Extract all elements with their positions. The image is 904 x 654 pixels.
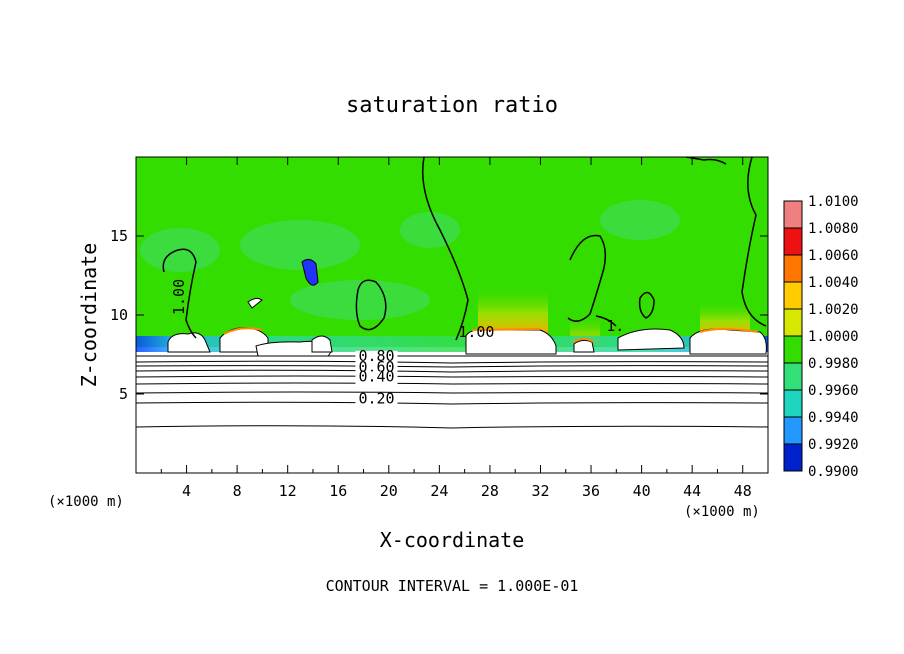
contour-lines-low — [136, 355, 768, 429]
colorbar-swatch — [784, 363, 802, 390]
colorbar-label: 0.9920 — [808, 437, 859, 453]
y-tick-label: 15 — [110, 227, 128, 245]
x-axis: 4 8 12 16 20 24 28 32 36 40 44 48 — [160, 157, 752, 500]
colorbar-label: 0.9980 — [808, 356, 859, 372]
cloud-rims — [223, 327, 759, 343]
contour-label: 0.80 — [358, 347, 394, 365]
contour-label: 1. — [606, 317, 624, 335]
x-tick-label: 48 — [734, 482, 752, 500]
colorbar-swatch — [784, 336, 802, 363]
x-units-right: (×1000 m) — [684, 504, 760, 520]
contour-labels: 1.001.00 1.0.800.600.400.20 — [170, 279, 624, 408]
y-tick-label: 5 — [119, 385, 128, 403]
colorbar-label: 0.9900 — [808, 464, 859, 480]
colorbar-swatch — [784, 390, 802, 417]
contour-label: 0.40 — [358, 367, 394, 385]
colorbar-label: 0.9940 — [808, 410, 859, 426]
y-axis-label: Z-coordinate — [77, 243, 101, 388]
contour-label-bg — [355, 350, 398, 364]
x-tick-label: 36 — [582, 482, 600, 500]
x-tick-label: 24 — [430, 482, 448, 500]
x-tick-label: 4 — [182, 482, 191, 500]
contour-label: 0.20 — [358, 389, 394, 407]
colorbar-swatch — [784, 282, 802, 309]
x-tick-label: 40 — [633, 482, 651, 500]
colorbar-swatch — [784, 228, 802, 255]
cloud-blobs — [167, 327, 767, 357]
contour-label-bg — [355, 393, 398, 407]
colorbar-swatch — [784, 444, 802, 471]
contour-interval-note: CONTOUR INTERVAL = 1.000E-01 — [326, 577, 579, 595]
x-tick-label: 32 — [531, 482, 549, 500]
warm-plumes — [478, 285, 750, 345]
chart-title: saturation ratio — [346, 93, 558, 118]
x-tick-label: 20 — [380, 482, 398, 500]
colorbar-label: 1.0060 — [808, 248, 859, 264]
plot-area: 1.001.00 1.0.800.600.400.20 — [136, 157, 768, 473]
x-tick-label: 8 — [233, 482, 242, 500]
colorbar-label: 0.9960 — [808, 383, 859, 399]
x-tick-label: 12 — [279, 482, 297, 500]
colorbar-swatch — [784, 417, 802, 444]
colorbar-label: 1.0040 — [808, 275, 859, 291]
colorbar-label: 1.0000 — [808, 329, 859, 345]
contour-label: 1.00 — [170, 279, 188, 315]
x-tick-label: 44 — [683, 482, 701, 500]
contour-label: 1.00 — [458, 323, 494, 341]
colorbar: 1.0100 1.0080 1.0060 1.0040 1.0020 1.0000 0.99… — [783, 194, 859, 480]
white-patch — [247, 297, 263, 309]
y-tick-label: 10 — [110, 306, 128, 324]
x-axis-label: X-coordinate — [380, 528, 525, 552]
colorbar-swatch — [784, 309, 802, 336]
x-tick-label: 28 — [481, 482, 499, 500]
colorbar-label: 1.0080 — [808, 221, 859, 237]
colorbar-swatch — [784, 201, 802, 228]
subsaturated-patches — [140, 200, 680, 320]
colorbar-label: 1.0100 — [808, 194, 859, 210]
supersaturation-field — [136, 157, 768, 347]
x-units-left: (×1000 m) — [48, 494, 124, 510]
contour-lines-1 — [162, 157, 767, 341]
y-axis: 5 10 15 — [110, 227, 768, 403]
colorbar-label: 1.0020 — [808, 302, 859, 318]
colorbar-swatch — [784, 255, 802, 282]
contour-label-bg — [355, 371, 398, 385]
blue-patch — [301, 258, 319, 286]
x-tick-label: 16 — [329, 482, 347, 500]
